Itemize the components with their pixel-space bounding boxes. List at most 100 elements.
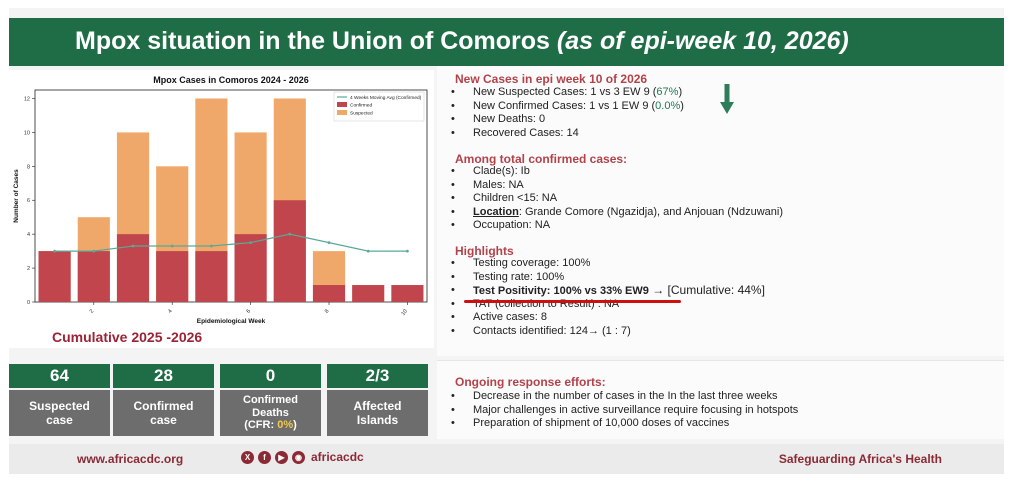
tile-islands: 2/3 Affected Islands bbox=[327, 364, 428, 436]
y-tick-label: 0 bbox=[27, 300, 30, 306]
y-axis-label: Number of Cases bbox=[13, 169, 20, 223]
list-item: Testing rate: 100% bbox=[437, 271, 765, 285]
banner-subtitle: (as of epi-week 10, 2026) bbox=[556, 27, 849, 55]
x-axis-label: Epidemiological Week bbox=[197, 318, 266, 325]
legend-label-suspected: Suspected bbox=[350, 111, 373, 117]
legend-swatch-confirmed bbox=[337, 102, 347, 107]
bar-confirmed bbox=[77, 251, 110, 302]
highlights-list: Testing coverage: 100% Testing rate: 100… bbox=[437, 257, 765, 339]
y-tick-label: 6 bbox=[27, 198, 30, 204]
response-title: Ongoing response efforts: bbox=[455, 375, 606, 389]
new-cases-title: New Cases in epi week 10 of 2026 bbox=[455, 72, 648, 86]
y-tick-label: 8 bbox=[27, 164, 30, 170]
title-banner: Mpox situation in the Union of Comoros (… bbox=[9, 18, 1004, 66]
positivity-underline bbox=[464, 300, 681, 303]
tile-value: 0 bbox=[220, 364, 321, 388]
footer: www.africacdc.org X f ▶ ◉ africacdc Safe… bbox=[9, 444, 1004, 474]
y-tick-label: 10 bbox=[24, 130, 30, 136]
bar-confirmed bbox=[352, 285, 385, 302]
legend-label-confirmed: Confirmed bbox=[350, 103, 372, 109]
tile-confirmed: 28 Confirmed case bbox=[113, 364, 214, 436]
bar-confirmed bbox=[156, 251, 189, 302]
list-item: New Confirmed Cases: 1 vs 1 EW 9 (0.0%) bbox=[437, 100, 684, 114]
y-tick-label: 2 bbox=[27, 266, 30, 272]
instagram-icon[interactable]: ◉ bbox=[292, 450, 305, 464]
x-tick-label: 6 bbox=[246, 308, 253, 314]
situation-panel: New Cases in epi week 10 of 2026 New Sus… bbox=[437, 66, 1004, 356]
moving-avg-point bbox=[131, 244, 135, 248]
bar-confirmed bbox=[38, 251, 71, 302]
tile-label: Affected Islands bbox=[327, 390, 428, 436]
tile-value: 28 bbox=[113, 364, 214, 388]
list-item: Contacts identified: 124→ (1 : 7) bbox=[437, 325, 765, 339]
plot-area-frame bbox=[34, 89, 428, 303]
social-handle: africacdc bbox=[311, 450, 364, 464]
confirmed-cases-list: Clade(s): Ib Males: NA Children <15: NA … bbox=[437, 165, 783, 233]
list-item: Clade(s): Ib bbox=[437, 165, 783, 179]
page-title: Mpox situation in the Union of Comoros (… bbox=[75, 27, 849, 56]
x-icon[interactable]: X bbox=[241, 450, 254, 464]
y-tick-label: 4 bbox=[27, 232, 30, 238]
cases-chart-panel: Mpox Cases in Comoros 2024 - 2026 0 2 4 6 8 10… bbox=[9, 70, 434, 348]
tile-label: Confirmed case bbox=[113, 390, 214, 436]
youtube-icon[interactable]: ▶ bbox=[275, 450, 288, 464]
bar-confirmed bbox=[195, 251, 228, 302]
moving-avg-point bbox=[406, 249, 409, 253]
response-panel: Ongoing response efforts: Decrease in th… bbox=[437, 360, 1004, 439]
list-item: Active cases: 8 bbox=[437, 311, 765, 325]
bar-confirmed bbox=[391, 285, 424, 302]
list-item: New Suspected Cases: 1 vs 3 EW 9 (67%) bbox=[437, 86, 684, 100]
cases-chart: Mpox Cases in Comoros 2024 - 2026 0 2 4 6 8 10… bbox=[13, 75, 428, 325]
list-item: Children <15: NA bbox=[437, 192, 783, 206]
moving-avg-point bbox=[366, 249, 370, 253]
list-item: Location: Grande Comore (Ngazidja), and … bbox=[437, 206, 783, 220]
decrease-arrow-icon bbox=[720, 84, 734, 114]
list-item: Decrease in the number of cases in the I… bbox=[437, 390, 798, 404]
list-item: Males: NA bbox=[437, 179, 783, 193]
list-item: Testing coverage: 100% bbox=[437, 257, 765, 271]
new-cases-list: New Suspected Cases: 1 vs 3 EW 9 (67%) N… bbox=[437, 86, 684, 140]
bar-confirmed bbox=[273, 200, 306, 302]
facebook-icon[interactable]: f bbox=[258, 450, 271, 464]
social-links: X f ▶ ◉ africacdc bbox=[241, 450, 364, 464]
moving-avg-point bbox=[210, 244, 213, 248]
moving-avg-point bbox=[53, 249, 56, 253]
tile-value: 2/3 bbox=[327, 364, 428, 388]
list-item: Recovered Cases: 14 bbox=[437, 127, 684, 141]
tile-deaths: 0 Confirmed Deaths (CFR: 0%) bbox=[220, 364, 321, 436]
confirmed-cases-title: Among total confirmed cases: bbox=[455, 152, 628, 166]
cumulative-title: Cumulative 2025 -2026 bbox=[52, 329, 203, 345]
tile-label: Confirmed Deaths (CFR: 0%) bbox=[220, 390, 321, 436]
chart-title: Mpox Cases in Comoros 2024 - 2026 bbox=[153, 75, 309, 85]
list-item: Occupation: NA bbox=[437, 219, 783, 233]
legend-label-avg: 4 Weeks Moving Avg (Confirmed) bbox=[350, 95, 422, 101]
moving-avg-point bbox=[327, 241, 331, 245]
moving-avg-point bbox=[170, 244, 174, 248]
y-tick-label: 12 bbox=[24, 96, 30, 102]
tile-value: 64 bbox=[9, 364, 110, 388]
list-item: New Deaths: 0 bbox=[437, 113, 684, 127]
tile-label: Suspected case bbox=[9, 390, 110, 436]
response-list: Decrease in the number of cases in the I… bbox=[437, 390, 798, 431]
bar-confirmed bbox=[312, 285, 346, 302]
tile-suspected: 64 Suspected case bbox=[9, 364, 110, 436]
list-item: Major challenges in active surveillance … bbox=[437, 404, 798, 418]
list-item: Preparation of shipment of 10,000 doses … bbox=[437, 417, 798, 431]
moving-avg-point bbox=[92, 249, 96, 253]
legend-box bbox=[333, 91, 425, 122]
x-tick-label: 2 bbox=[89, 308, 96, 314]
banner-title: Mpox situation in the Union of Comoros bbox=[75, 27, 550, 55]
x-tick-label: 4 bbox=[167, 308, 174, 314]
moving-avg-point bbox=[249, 241, 253, 245]
list-item: Test Positivity: 100% vs 33% EW9 → [Cumu… bbox=[437, 283, 765, 298]
x-tick-label: 10 bbox=[400, 308, 409, 317]
x-tick-label: 8 bbox=[324, 308, 331, 314]
bar-confirmed bbox=[234, 234, 267, 302]
footer-url[interactable]: www.africacdc.org bbox=[77, 452, 184, 466]
highlights-title: Highlights bbox=[455, 244, 514, 258]
bar-confirmed bbox=[116, 234, 150, 302]
moving-avg-line bbox=[54, 233, 408, 252]
moving-avg-point bbox=[288, 232, 292, 236]
legend-swatch-suspected bbox=[337, 110, 347, 115]
slide-frame: Mpox situation in the Union of Comoros (… bbox=[9, 8, 1004, 474]
